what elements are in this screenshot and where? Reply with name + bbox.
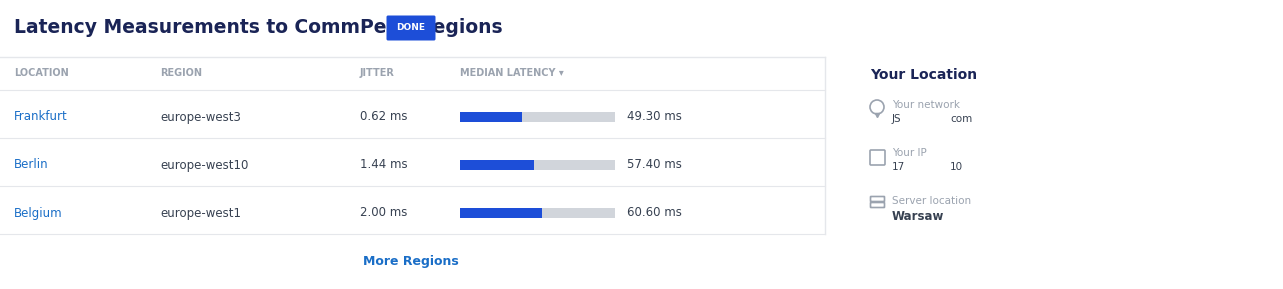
Text: Belgium: Belgium <box>14 207 63 220</box>
Text: Frankfurt: Frankfurt <box>14 110 68 123</box>
Bar <box>461 208 543 218</box>
Text: REGION: REGION <box>160 68 201 78</box>
Text: 10: 10 <box>949 162 964 172</box>
Text: europe-west10: europe-west10 <box>160 158 249 171</box>
Text: MEDIAN LATENCY ▾: MEDIAN LATENCY ▾ <box>461 68 563 78</box>
Text: Your Location: Your Location <box>870 68 978 82</box>
Bar <box>461 160 535 170</box>
Text: 17: 17 <box>892 162 906 172</box>
Text: 1.44 ms: 1.44 ms <box>361 158 408 171</box>
Text: 49.30 ms: 49.30 ms <box>627 110 681 123</box>
Text: LOCATION: LOCATION <box>14 68 69 78</box>
Text: Server location: Server location <box>892 196 971 206</box>
Text: com: com <box>949 114 973 124</box>
Text: 0.62 ms: 0.62 ms <box>361 110 408 123</box>
Bar <box>461 160 615 170</box>
Text: europe-west1: europe-west1 <box>160 207 241 220</box>
Text: Warsaw: Warsaw <box>892 210 944 223</box>
Text: Your IP: Your IP <box>892 148 926 158</box>
Bar <box>461 112 522 122</box>
Text: Berlin: Berlin <box>14 158 49 171</box>
FancyBboxPatch shape <box>386 16 435 40</box>
Text: JITTER: JITTER <box>361 68 395 78</box>
Text: JS: JS <box>892 114 902 124</box>
Bar <box>461 208 615 218</box>
Text: More Regions: More Regions <box>363 255 458 268</box>
Text: europe-west3: europe-west3 <box>160 110 241 123</box>
Text: Latency Measurements to CommPeak Regions: Latency Measurements to CommPeak Regions <box>14 18 503 37</box>
Text: Your network: Your network <box>892 100 960 110</box>
Text: 2.00 ms: 2.00 ms <box>361 207 408 220</box>
Text: 60.60 ms: 60.60 ms <box>627 207 681 220</box>
Text: 57.40 ms: 57.40 ms <box>627 158 681 171</box>
Bar <box>461 112 615 122</box>
Text: DONE: DONE <box>396 23 426 32</box>
